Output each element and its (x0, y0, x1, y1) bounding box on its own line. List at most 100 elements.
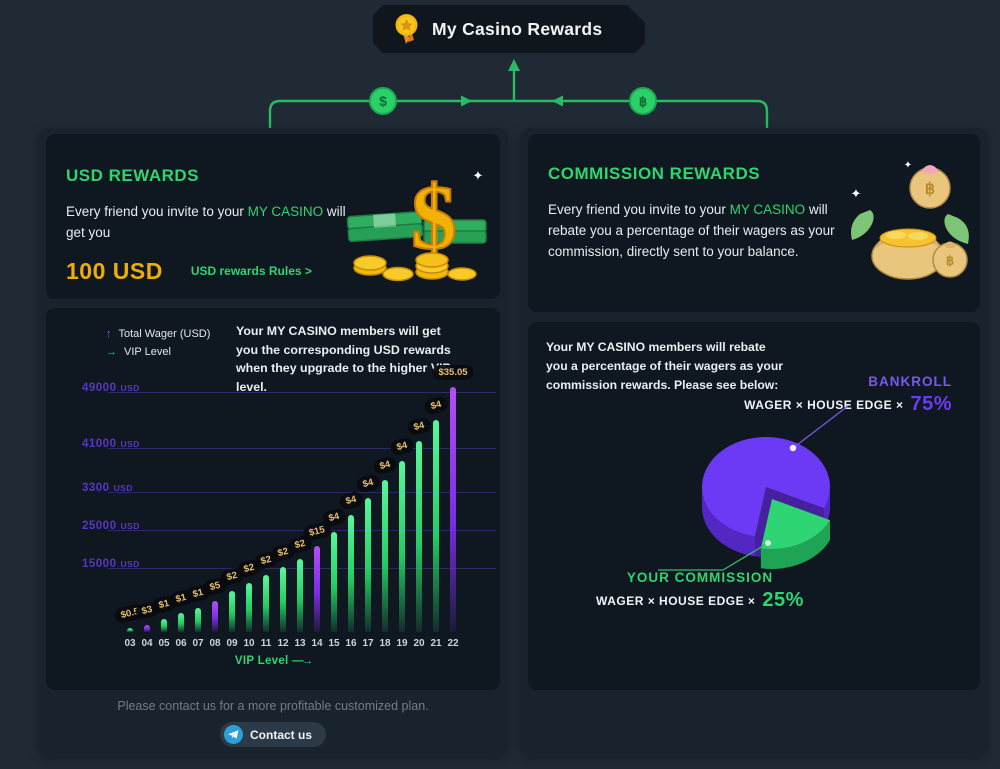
x-axis-label: VIP Level —→ (234, 655, 313, 667)
axis-arrow-icon: —→ (292, 655, 313, 667)
bar-value-pill: $35.05 (432, 365, 474, 380)
x-tick: 04 (141, 638, 153, 649)
up-arrow-icon (508, 59, 520, 71)
page-title: My Casino Rewards (432, 18, 603, 39)
x-tick: 07 (192, 638, 204, 649)
x-tick: 14 (311, 638, 323, 649)
x-tick: 08 (209, 638, 221, 649)
bar-value-pill: $4 (321, 507, 347, 528)
commission-rewards-card: COMMISSION REWARDS Every friend you invi… (520, 128, 988, 757)
bar-value-pill: $4 (389, 436, 415, 457)
bar (416, 441, 422, 632)
bankroll-formula: WAGER × HOUSE EDGE × (744, 397, 904, 412)
bar (280, 567, 286, 632)
bar-value-pill: $4 (338, 490, 364, 511)
x-tick: 18 (379, 638, 391, 649)
bar (127, 628, 133, 632)
bankroll-label: BANKROLL (868, 374, 952, 389)
commission-pie-chart (658, 405, 849, 571)
bar-value-pill: $4 (423, 395, 449, 416)
chart-note: Your MY CASINO members will get you the … (236, 324, 451, 394)
bar-value-pill: $4 (406, 416, 432, 437)
commission-label: YOUR COMMISSION (626, 570, 774, 585)
bar (195, 608, 201, 632)
usd-rewards-card: USD REWARDS Every friend you invite to y… (38, 128, 508, 757)
wager-up-arrow-icon: ↑ (106, 328, 112, 340)
bar (246, 583, 252, 632)
y-tick: 49000 USD (82, 382, 140, 394)
left-arrow-icon (552, 95, 563, 107)
bar (314, 546, 320, 632)
usd-rules-link[interactable]: USD rewards Rules > (190, 264, 312, 279)
svg-text:฿: ฿ (946, 253, 954, 268)
x-tick: 12 (277, 638, 289, 649)
bar (433, 420, 439, 632)
svg-text:✦: ✦ (851, 186, 862, 201)
connector-lines: $ ฿ (268, 59, 769, 129)
legend-wager-label: Total Wager (USD) (118, 328, 211, 340)
small-bag: ฿ (932, 241, 968, 278)
pie-slice-commission (760, 499, 830, 549)
right-arrow-icon (461, 95, 472, 107)
x-tick: 05 (158, 638, 170, 649)
commission-formula: WAGER × HOUSE EDGE × (596, 593, 756, 608)
svg-text:✦: ✦ (904, 160, 912, 171)
commission-label-block: YOUR COMMISSION WAGER × HOUSE EDGE × 25% (560, 570, 840, 612)
bankroll-pct: 75% (910, 393, 952, 415)
svg-text:฿: ฿ (925, 181, 935, 198)
bar (297, 559, 303, 632)
y-tick: 41000 USD (82, 438, 140, 450)
dollar-coin-icon: $ (369, 87, 397, 115)
svg-text:฿: ฿ (639, 94, 647, 109)
x-tick: 09 (226, 638, 238, 649)
pie-slice-bankroll (702, 436, 831, 537)
bar-value-pill: $4 (372, 455, 398, 476)
commission-header: COMMISSION REWARDS Every friend you invi… (528, 134, 980, 312)
x-tick: 16 (345, 638, 357, 649)
x-tick: 17 (362, 638, 374, 649)
bar (365, 498, 371, 632)
bar-value-pill: $4 (355, 473, 381, 494)
x-tick: 11 (260, 638, 272, 649)
bitcoin-coin-icon: ฿ (629, 87, 657, 115)
vip-right-arrow-icon: → (106, 346, 117, 358)
money-illustration-icon: ✦ $ (346, 165, 487, 282)
bar (263, 575, 269, 632)
usd-amount: 100 USD (66, 257, 163, 284)
bar (331, 532, 337, 632)
grid-line (108, 448, 496, 449)
chart-legend: ↑ Total Wager (USD) → VIP Level (106, 328, 210, 364)
x-tick: 10 (243, 638, 255, 649)
usd-rewards-description: Every friend you invite to your MY CASIN… (66, 204, 346, 240)
hanging-bag: ฿ (909, 165, 951, 209)
pie-note: Your MY CASINO members will rebate you a… (546, 340, 784, 392)
commission-title: COMMISSION REWARDS (548, 164, 761, 183)
y-tick: 25000 USD (82, 520, 140, 532)
page-title-box: My Casino Rewards (373, 5, 645, 53)
x-tick: 22 (447, 638, 459, 649)
x-tick: 06 (175, 638, 187, 649)
y-tick: 15000 USD (82, 558, 140, 570)
bar (212, 601, 218, 632)
contact-us-label: Contact us (249, 727, 313, 742)
commission-pct: 25% (762, 589, 804, 611)
y-tick: 3300 USD (82, 482, 134, 494)
svg-text:$: $ (411, 166, 457, 268)
x-tick: 19 (396, 638, 408, 649)
contact-us-button[interactable]: Contact us (219, 722, 327, 747)
brand-name: MY CASINO (247, 204, 324, 219)
x-tick: 21 (430, 638, 442, 649)
grid-line (108, 492, 496, 493)
bar (399, 461, 405, 632)
bar (450, 387, 456, 632)
grid-line (108, 392, 496, 393)
commission-pie-panel: Your MY CASINO members will rebate you a… (528, 322, 980, 690)
bar (178, 613, 184, 632)
svg-text:✦: ✦ (473, 168, 484, 183)
medal-icon (393, 14, 420, 44)
x-tick: 15 (328, 638, 340, 649)
bar (229, 591, 235, 632)
money-bags-illustration-icon: ✦ ✦ ฿ ฿ (851, 160, 969, 280)
usd-chart-panel: ↑ Total Wager (USD) → VIP Level Your MY … (46, 308, 500, 690)
bar (144, 625, 150, 632)
